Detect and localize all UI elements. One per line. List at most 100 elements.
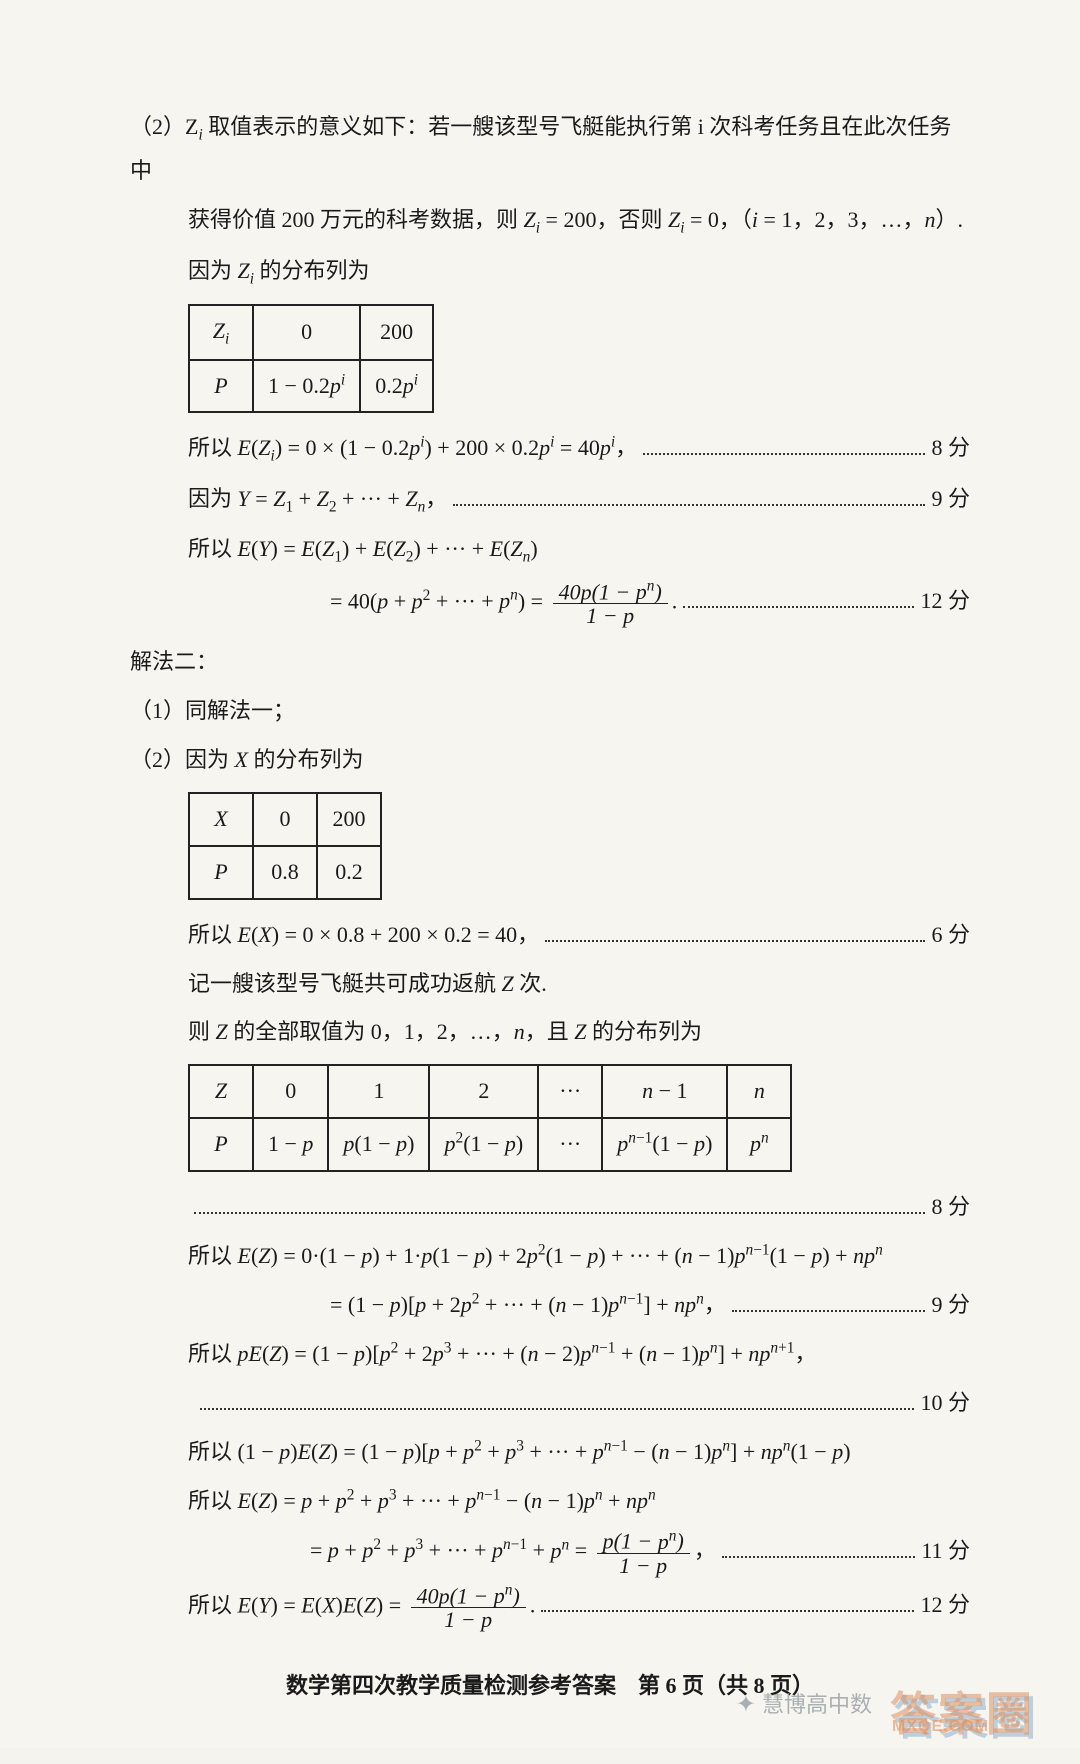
cell: 0.2: [317, 846, 381, 899]
points-label: 6 分: [931, 914, 970, 957]
note2: 则 Z 的全部取值为 0，1，2，…，n，且 Z 的分布列为: [130, 1011, 970, 1054]
frac-num: 40p(1 − pn): [553, 579, 668, 604]
txt: 所以 E(Y) = E(Z1) + E(Z2) + ··· + E(Zn): [188, 536, 538, 561]
dots: [732, 1292, 926, 1312]
frac-num: p(1 − pn): [597, 1528, 690, 1553]
dots: [194, 1195, 925, 1215]
points-label: 9 分: [931, 478, 970, 521]
frac-num: 40p(1 − pn): [411, 1583, 526, 1608]
ey-eq: = 40(p + p2 + ··· + pn) = 40p(1 − pn) 1 …: [130, 579, 970, 628]
points-label: 11 分: [921, 1530, 970, 1573]
cell: 1 − 0.2pi: [253, 360, 360, 413]
method2-step1: （1）同解法一；: [130, 690, 970, 733]
note1: 记一艘该型号飞艇共可成功返航 Z 次.: [130, 963, 970, 1006]
txt: 所以 (1 − p)E(Z) = (1 − p)[p + p2 + p3 + ·…: [188, 1439, 851, 1464]
txt: （2）因为 X 的分布列为: [130, 747, 363, 772]
y-line: 因为 Y = Z1 + Z2 + ··· + Zn， 9 分: [130, 478, 970, 522]
txt: = (1 − p)[p + 2p2 + ··· + (n − 1)pn−1] +…: [330, 1284, 726, 1327]
ez-sum: = p + p2 + p3 + ··· + pn−1 + pn = p(1 − …: [130, 1528, 970, 1577]
txt: 因为 Y = Z1 + Z2 + ··· + Zn，: [188, 478, 447, 522]
cell: Zi: [189, 305, 253, 359]
cell: 1: [328, 1065, 429, 1118]
txt: 记一艘该型号飞艇共可成功返航 Z 次.: [188, 971, 547, 996]
dots: [541, 1593, 914, 1613]
wechat-watermark: ✦ 慧博高中数: [736, 1682, 872, 1729]
table-row: P 1 − 0.2pi 0.2pi: [189, 360, 433, 413]
wechat-icon: ✦: [736, 1682, 756, 1729]
method2-step2: （2）因为 X 的分布列为: [130, 739, 970, 782]
dots: [722, 1538, 915, 1558]
txt: 因为 Zi 的分布列为: [188, 258, 370, 283]
cell: P: [189, 1118, 253, 1171]
frac-den: 1 − p: [411, 1608, 526, 1631]
txt: 所以 E(Y) = E(X)E(Z) = 40p(1 − pn) 1 − p .: [188, 1583, 535, 1632]
cell: 0: [253, 305, 360, 359]
cell: 0.2pi: [360, 360, 433, 413]
cell: 0: [253, 1065, 328, 1118]
method2-title: 解法二：: [130, 641, 970, 684]
cell: ···: [538, 1065, 602, 1118]
fraction: 40p(1 − pn) 1 − p: [553, 579, 668, 628]
p2-intro-line1: （2）Zi 取值表示的意义如下：若一艘该型号飞艇能执行第 i 次科考任务且在此次…: [130, 106, 970, 193]
frac-den: 1 − p: [553, 604, 668, 627]
points-label: 9 分: [931, 1284, 970, 1327]
txt: = p + p2 + p3 + ··· + pn−1 + pn = p(1 − …: [310, 1528, 716, 1577]
cell: p(1 − p): [328, 1118, 429, 1171]
table-row: Zi 0 200: [189, 305, 433, 359]
cell: P: [189, 846, 253, 899]
brand-watermark: 答案圈 答案圈 MXQE.COM: [890, 1670, 1050, 1740]
table-X: X 0 200 P 0.8 0.2: [188, 792, 382, 900]
txt: 所以 E(Z) = p + p2 + p3 + ··· + pn−1 − (n …: [188, 1488, 656, 1513]
ex-line: 所以 E(X) = 0 × 0.8 + 200 × 0.2 = 40， 6 分: [130, 914, 970, 957]
table-row: P 0.8 0.2: [189, 846, 381, 899]
ez-expand2: = (1 − p)[p + 2p2 + ··· + (n − 1)pn−1] +…: [130, 1284, 970, 1327]
cell: X: [189, 793, 253, 846]
txt: 则 Z 的全部取值为 0，1，2，…，n，且 Z 的分布列为: [188, 1019, 702, 1044]
cell: p2(1 − p): [429, 1118, 538, 1171]
txt: （2）Z: [130, 114, 198, 139]
cell: Z: [189, 1065, 253, 1118]
diff-line1: 所以 (1 − p)E(Z) = (1 − p)[p + p2 + p3 + ·…: [130, 1431, 970, 1474]
cell: n: [727, 1065, 791, 1118]
cell: pn: [727, 1118, 791, 1171]
pez-pts: 10 分: [130, 1382, 970, 1425]
points-label: 8 分: [931, 427, 970, 470]
points-label: 8 分: [931, 1186, 970, 1229]
dots: [545, 922, 925, 942]
table-Z: Z 0 1 2 ··· n − 1 n P 1 − p p(1 − p) p2(…: [188, 1064, 792, 1172]
p2-intro-line2: 获得价值 200 万元的科考数据，则 Zi = 200，否则 Zi = 0，（i…: [130, 199, 970, 243]
cell: 0: [253, 793, 317, 846]
ez-line: 所以 E(Zi) = 0 × (1 − 0.2pi) + 200 × 0.2pi…: [130, 427, 970, 471]
cell: 200: [360, 305, 433, 359]
cell: 1 − p: [253, 1118, 328, 1171]
dots: [643, 436, 925, 456]
wechat-text: 慧博高中数: [762, 1684, 872, 1727]
watermark: ✦ 慧博高中数 答案圈 答案圈 MXQE.COM: [736, 1670, 1050, 1740]
table-Zi: Zi 0 200 P 1 − 0.2pi 0.2pi: [188, 304, 434, 413]
pez-line: 所以 pE(Z) = (1 − p)[p2 + 2p3 + ··· + (n −…: [130, 1333, 970, 1376]
txt2: 取值表示的意义如下：若一艘该型号飞艇能执行第 i 次科考任务且在此次任务中: [130, 114, 951, 183]
diff-line2: 所以 E(Z) = p + p2 + p3 + ··· + pn−1 − (n …: [130, 1480, 970, 1523]
table-row: P 1 − p p(1 − p) p2(1 − p) ··· pn−1(1 − …: [189, 1118, 791, 1171]
dots: [453, 486, 925, 506]
txt: 所以 E(Zi) = 0 × (1 − 0.2pi) + 200 × 0.2pi…: [188, 427, 637, 471]
txt: = 40(p + p2 + ··· + pn) = 40p(1 − pn) 1 …: [330, 579, 677, 628]
cell: 2: [429, 1065, 538, 1118]
final-line: 所以 E(Y) = E(X)E(Z) = 40p(1 − pn) 1 − p .…: [130, 1583, 970, 1632]
page: （2）Zi 取值表示的意义如下：若一艘该型号飞艇能执行第 i 次科考任务且在此次…: [0, 0, 1080, 1748]
cell: P: [189, 360, 253, 413]
txt: 所以 E(Z) = 0·(1 − p) + 1·p(1 − p) + 2p2(1…: [188, 1243, 883, 1268]
txt: 获得价值 200 万元的科考数据，则 Zi = 200，否则 Zi = 0，（i…: [188, 207, 963, 232]
dots: [683, 588, 914, 608]
cell: 0.8: [253, 846, 317, 899]
txt: [188, 1382, 194, 1425]
cell: pn−1(1 − p): [602, 1118, 727, 1171]
txt: 所以 pE(Z) = (1 − p)[p2 + 2p3 + ··· + (n −…: [188, 1341, 816, 1366]
txt: 所以 E(X) = 0 × 0.8 + 200 × 0.2 = 40，: [188, 914, 539, 957]
cell: 200: [317, 793, 381, 846]
p2-intro-line3: 因为 Zi 的分布列为: [130, 250, 970, 294]
dots: [200, 1390, 915, 1410]
table-X-wrap: X 0 200 P 0.8 0.2: [130, 792, 970, 900]
points-label: 12 分: [920, 1584, 970, 1627]
table-Zi-wrap: Zi 0 200 P 1 − 0.2pi 0.2pi: [130, 304, 970, 413]
